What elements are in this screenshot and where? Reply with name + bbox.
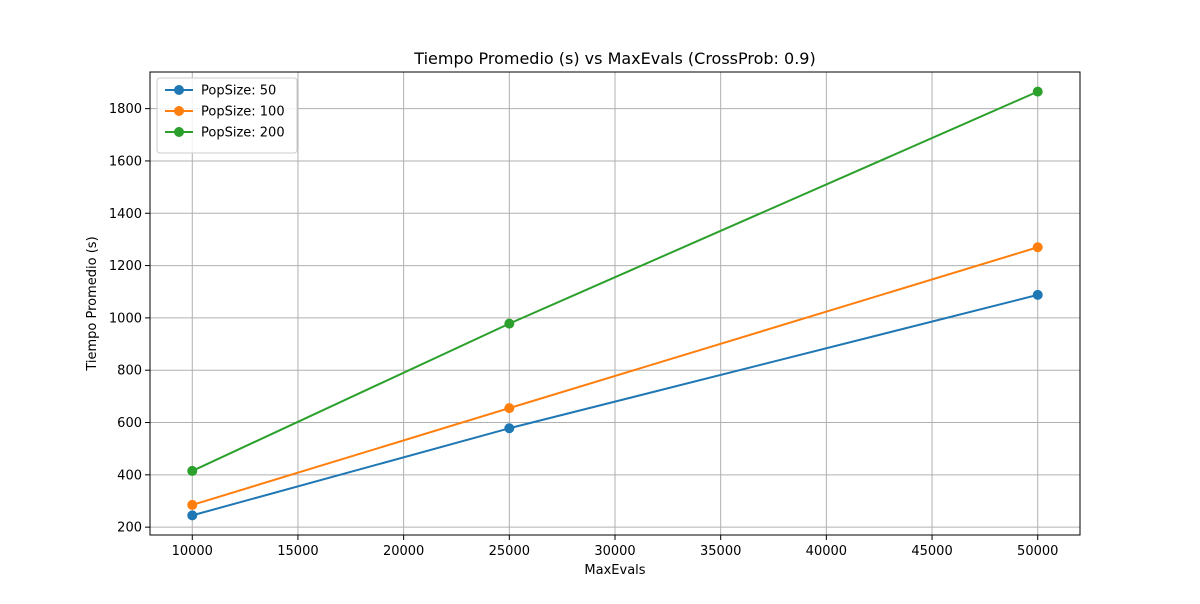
y-tick-label: 1400	[109, 207, 142, 222]
data-point	[504, 403, 515, 414]
series-layer	[187, 86, 1043, 521]
data-point	[187, 465, 198, 476]
legend-box	[156, 77, 298, 154]
legend-label: PopSize: 100	[201, 105, 285, 120]
x-tick-label: 35000	[700, 544, 741, 559]
data-point	[187, 499, 198, 510]
ticks: 10000 15000 20000 25000 30000 35000 40000 45000…	[109, 102, 1059, 559]
y-tick-label: 600	[117, 416, 142, 431]
series-2	[187, 86, 1043, 476]
data-point	[1032, 86, 1043, 97]
x-tick-label: 15000	[277, 544, 318, 559]
series-0	[187, 289, 1043, 521]
series-1	[187, 242, 1043, 510]
data-point	[1032, 242, 1043, 253]
legend-swatch-marker	[174, 85, 184, 95]
y-tick-label: 1000	[109, 311, 142, 326]
x-axis-label: MaxEvals	[584, 563, 645, 578]
y-tick-label: 400	[117, 468, 142, 483]
legend: PopSize: 50 PopSize: 100 PopSize: 200	[156, 77, 298, 154]
x-tick-label: 30000	[594, 544, 635, 559]
y-tick-label: 800	[117, 364, 142, 379]
grid	[150, 72, 1080, 535]
y-tick-label: 1600	[109, 154, 142, 169]
x-tick-label: 25000	[489, 544, 530, 559]
x-tick-label: 10000	[172, 544, 213, 559]
y-axis-label: Tiempo Promedio (s)	[85, 236, 100, 371]
data-point	[1032, 289, 1043, 300]
x-tick-label: 50000	[1017, 544, 1058, 559]
legend-label: PopSize: 50	[201, 84, 276, 99]
x-tick-label: 45000	[911, 544, 952, 559]
legend-swatch-marker	[174, 127, 184, 137]
legend-item: PopSize: 100	[165, 105, 285, 120]
y-tick-label: 200	[117, 521, 142, 536]
y-tick-label: 1800	[109, 102, 142, 117]
legend-label: PopSize: 200	[201, 126, 285, 141]
chart-title: Tiempo Promedio (s) vs MaxEvals (CrossPr…	[413, 49, 815, 68]
data-point	[187, 510, 198, 521]
y-tick-label: 1200	[109, 259, 142, 274]
data-point	[504, 423, 515, 434]
x-tick-label: 40000	[806, 544, 847, 559]
legend-item: PopSize: 50	[165, 84, 276, 99]
legend-swatch-marker	[174, 106, 184, 116]
legend-item: PopSize: 200	[165, 126, 285, 141]
x-tick-label: 20000	[383, 544, 424, 559]
data-point	[504, 318, 515, 329]
